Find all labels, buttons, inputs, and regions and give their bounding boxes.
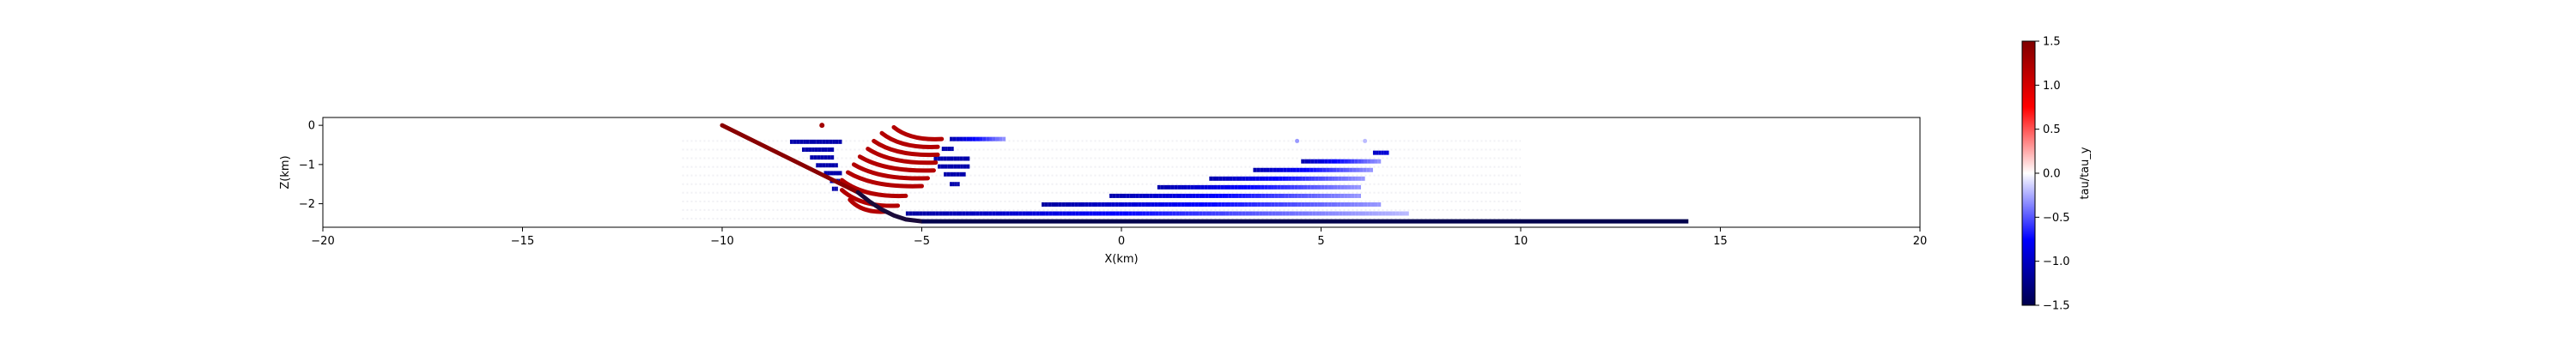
x-tick-label: 20 — [1913, 235, 1928, 248]
x-tick-label: −10 — [710, 235, 733, 248]
red-fracture-arc — [872, 138, 940, 158]
plot-marks — [682, 123, 1689, 224]
x-tick-label: 5 — [1317, 235, 1324, 248]
colorbar-tick-label: 0.5 — [2043, 123, 2061, 136]
colorbar-gradient — [2021, 40, 2036, 306]
red-fracture-arc — [845, 170, 924, 189]
colorbar-tick-label: −1.5 — [2043, 300, 2070, 313]
colorbar-ticks: 1.5 1.0 0.5 0.0 −0.5 −1.0 −1.5 — [2035, 36, 2070, 313]
y-axis-ticks: 0 −1 −2 — [299, 120, 323, 211]
colorbar-tick-label: 1.0 — [2043, 80, 2061, 93]
faint-dot-marker — [1363, 138, 1368, 143]
colorbar-tick-label: 0.0 — [2043, 168, 2061, 181]
red-fracture-arc — [879, 130, 940, 149]
x-tick-label: 10 — [1514, 235, 1528, 248]
x-tick-label: −5 — [914, 235, 930, 248]
x-tick-label: −20 — [311, 235, 334, 248]
colorbar-tick-label: 1.5 — [2043, 36, 2061, 49]
y-tick-label: −1 — [299, 159, 315, 172]
red-fracture-arc — [866, 147, 939, 165]
colorbar-tick-label: −0.5 — [2043, 212, 2070, 225]
x-tick-label: −15 — [511, 235, 534, 248]
red-dot-marker — [819, 123, 825, 129]
x-tick-label: 0 — [1118, 235, 1125, 248]
main-fault-bend — [855, 190, 924, 224]
colorbar-label: tau/tau_y — [2079, 147, 2092, 199]
x-axis-ticks: −20 −15 −10 −5 0 5 10 15 20 — [311, 227, 1927, 248]
faint-dot-marker — [1295, 138, 1300, 143]
red-fracture-arc — [857, 154, 936, 173]
x-axis-label: X(km) — [1104, 253, 1138, 266]
x-tick-label: 15 — [1713, 235, 1728, 248]
main-fault-dipping-segment — [720, 123, 860, 195]
colorbar-tick-label: −1.0 — [2043, 256, 2070, 268]
red-fracture-arc — [891, 124, 945, 141]
red-fracture-arc — [840, 188, 901, 208]
red-fracture-arc — [840, 178, 908, 199]
y-tick-label: −2 — [299, 198, 315, 211]
y-axis-label: Z(km) — [279, 155, 292, 189]
red-fracture-arc — [851, 162, 930, 181]
y-tick-label: 0 — [308, 120, 315, 133]
